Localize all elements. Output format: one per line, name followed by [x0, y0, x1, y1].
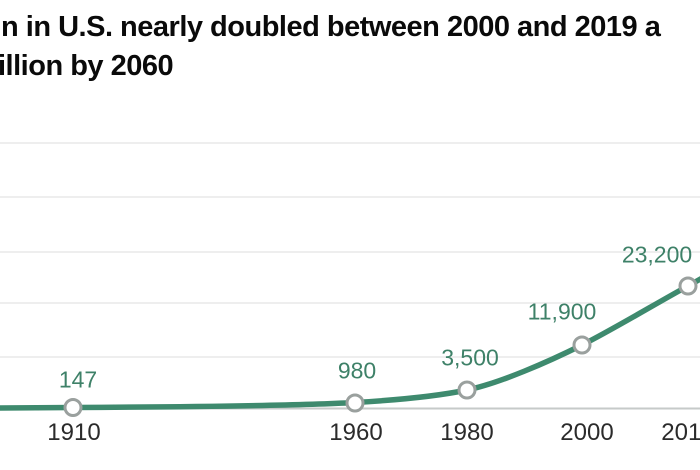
x-tick-1910: 1910 — [47, 419, 101, 446]
chart-title-line1: n in U.S. nearly doubled between 2000 an… — [1, 11, 661, 43]
chart-title: n in U.S. nearly doubled between 2000 an… — [0, 8, 661, 86]
data-point-markers — [63, 276, 698, 417]
value-label-2000: 11,900 — [527, 298, 597, 325]
chart-title-line2: illion by 2060 — [0, 50, 174, 82]
x-tick-1960: 1960 — [329, 419, 383, 446]
value-label-1980: 3,500 — [441, 344, 499, 371]
data-point-marker-1960 — [345, 393, 365, 413]
value-label-1960: 980 — [337, 357, 377, 384]
gridlines — [0, 142, 700, 358]
value-label-2019: 23,200 — [621, 241, 693, 268]
x-tick-2000: 2000 — [560, 419, 614, 446]
value-label-1910: 147 — [58, 366, 98, 393]
data-point-marker-2000 — [572, 335, 592, 355]
data-point-marker-1910 — [63, 398, 83, 417]
line-series — [0, 276, 700, 411]
x-tick-1980: 1980 — [440, 419, 494, 446]
data-point-marker-2019 — [678, 276, 698, 296]
data-point-marker-1980 — [457, 380, 477, 400]
x-tick-2019: 2019 — [661, 419, 700, 446]
